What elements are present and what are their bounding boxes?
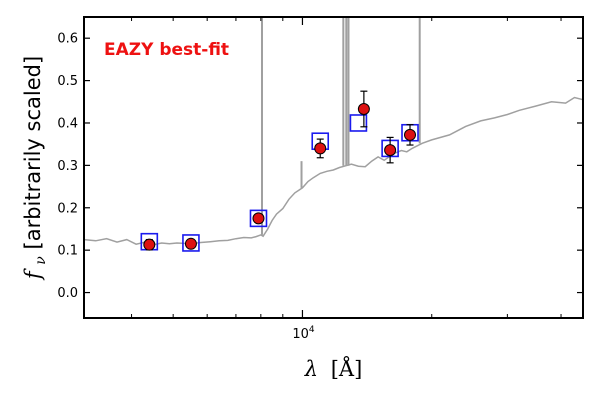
y-tick-label: 0.6 bbox=[57, 32, 78, 47]
observed-photometry-point bbox=[384, 144, 397, 157]
observed-photometry-point bbox=[184, 237, 197, 250]
y-axis-label: f ν [arbitrarily scaled] bbox=[21, 56, 50, 281]
y-axis-label-text: [arbitrarily scaled] bbox=[21, 56, 45, 250]
model-photometry-square bbox=[249, 209, 268, 228]
observed-photometry-point bbox=[404, 128, 417, 141]
y-axis-label-symbol: f bbox=[21, 268, 45, 281]
annotation-eazy-best-fit: EAZY best-fit bbox=[104, 40, 229, 60]
model-sed-line bbox=[83, 96, 584, 246]
tick-layer: 0.0 0.1 0.2 0.3 0.4 0.5 0.6 104 bbox=[57, 17, 583, 342]
x-axis-label: λ [Å] bbox=[304, 356, 363, 381]
x-axis-label-symbol: λ bbox=[304, 357, 318, 381]
observed-photometry-point bbox=[143, 238, 156, 251]
x-tick-label: 104 bbox=[292, 325, 315, 342]
y-tick-label: 0.3 bbox=[57, 159, 78, 174]
observed-photometry-point bbox=[252, 212, 265, 225]
y-tick-label: 0.5 bbox=[57, 74, 78, 89]
observed-photometry-point bbox=[314, 142, 327, 155]
observed-photometry-point bbox=[357, 102, 370, 115]
model-photometry-square bbox=[182, 234, 200, 252]
x-axis-label-unit: [Å] bbox=[331, 356, 363, 381]
model-photometry-square bbox=[349, 114, 368, 132]
model-sed-layer bbox=[83, 17, 584, 246]
photometry-layer bbox=[140, 90, 419, 252]
y-tick-label: 0.1 bbox=[57, 244, 78, 259]
y-tick-label: 0.4 bbox=[57, 116, 78, 131]
plot-frame bbox=[83, 16, 584, 319]
y-axis-label-subscript: ν bbox=[33, 256, 49, 265]
y-tick-label: 0.2 bbox=[57, 201, 78, 216]
y-tick-label: 0.0 bbox=[57, 286, 78, 301]
